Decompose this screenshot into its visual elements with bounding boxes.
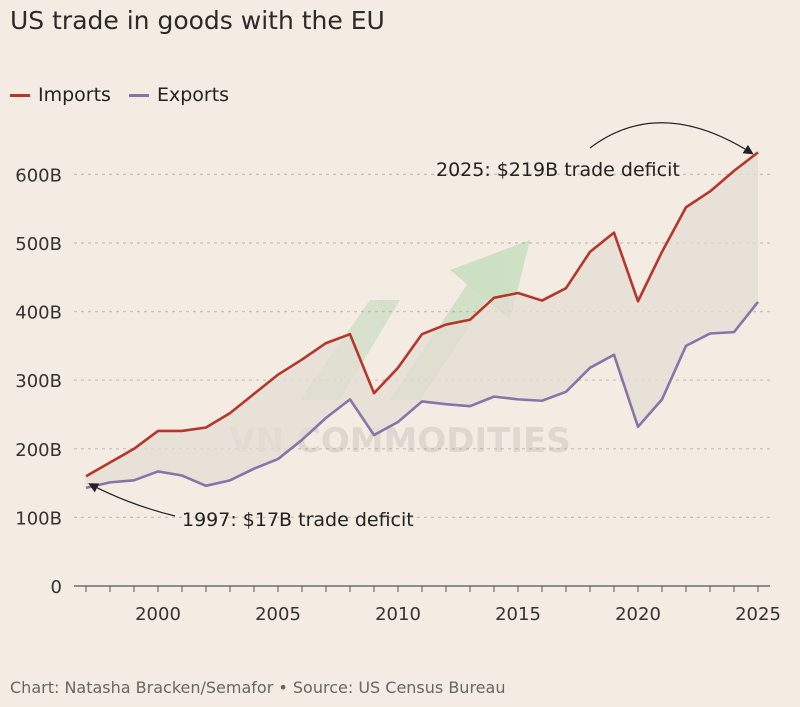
axis-layer: 0 100B 200B 300B 400B 500B 600B 2000 2005 2010 201… <box>15 165 781 625</box>
legend-swatch-exports <box>128 93 149 97</box>
deficit-area <box>86 152 758 488</box>
legend: Imports Exports <box>10 84 247 106</box>
chart-footer: Chart: Natasha Bracken/Semafor • Source:… <box>10 678 506 697</box>
x-tick-label: 2015 <box>495 604 541 625</box>
annotation-layer: 1997: $17B trade deficit 2025: $219B trad… <box>88 122 754 531</box>
annotation-arrow <box>589 122 754 155</box>
annotation-text: 2025: $219B trade deficit <box>436 159 680 181</box>
x-tick-label: 2000 <box>135 604 181 625</box>
chart-title: US trade in goods with the EU <box>10 6 385 35</box>
y-tick-label: 100B <box>15 508 62 529</box>
x-tick-label: 2010 <box>375 604 421 625</box>
x-tick-label: 2025 <box>735 604 781 625</box>
y-tick-label: 500B <box>15 234 62 255</box>
y-tick-label: 200B <box>15 440 62 461</box>
legend-label-exports: Exports <box>156 84 230 106</box>
x-tick-label: 2020 <box>615 604 661 625</box>
legend-item-exports: Exports <box>128 84 230 106</box>
series-layer <box>85 151 760 490</box>
y-tick-label: 600B <box>15 165 62 186</box>
legend-item-imports: Imports <box>10 84 111 106</box>
y-tick-label: 0 <box>51 577 62 598</box>
legend-swatch-imports <box>10 93 30 97</box>
annotation-text: 1997: $17B trade deficit <box>182 509 414 531</box>
exports-line <box>85 301 760 490</box>
legend-label-imports: Imports <box>38 84 111 106</box>
deficit-fill <box>86 152 758 488</box>
y-tick-label: 400B <box>15 303 62 324</box>
annotation-arrow <box>88 483 176 517</box>
y-tick-label: 300B <box>15 371 62 392</box>
imports-line <box>85 151 759 478</box>
x-tick-label: 2005 <box>255 604 301 625</box>
